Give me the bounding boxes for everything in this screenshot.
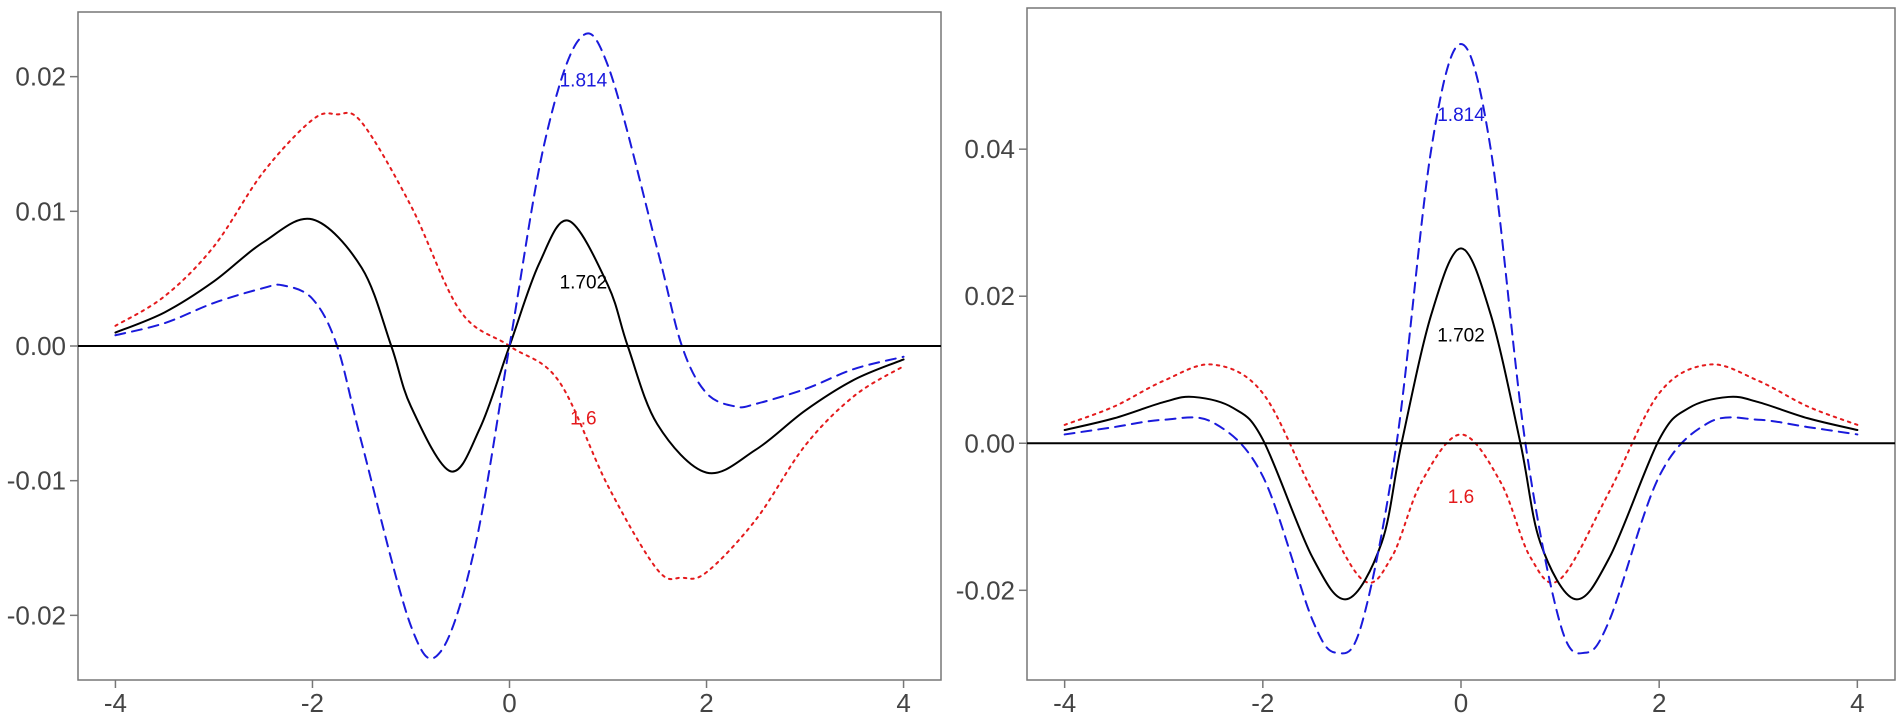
x-tick-label: 2 [699, 688, 713, 716]
x-tick-label: -2 [1251, 688, 1274, 716]
y-tick-label: 0.02 [15, 62, 66, 92]
curve-annotation: 1.702 [1437, 325, 1485, 346]
series-line-1-6 [1063, 363, 1859, 584]
y-tick-label: 0.02 [964, 281, 1015, 311]
curve-annotation: 1.814 [1437, 105, 1485, 126]
series-line-1-702 [1063, 247, 1859, 601]
x-tick-label: 4 [1850, 688, 1864, 716]
y-tick-label: -0.02 [7, 600, 66, 630]
x-tick-label: -4 [1053, 688, 1076, 716]
y-tick-label: -0.02 [956, 575, 1015, 605]
x-tick-label: -4 [104, 688, 127, 716]
x-tick-label: 2 [1652, 688, 1666, 716]
y-tick-label: 0.01 [15, 196, 66, 226]
x-tick-label: 0 [1454, 688, 1468, 716]
left-chart-panel: -4 -2 0 2 4 -0.02 -0.01 0.00 0.01 0.02 1.814 1.702 1… [7, 11, 942, 716]
y-tick-label: 0.04 [964, 134, 1015, 164]
x-tick-label: 0 [502, 688, 516, 716]
x-tick-label: 4 [896, 688, 910, 716]
curve-annotation: 1.6 [1448, 487, 1474, 508]
curve-annotation: 1.6 [570, 408, 596, 429]
y-tick-label: -0.01 [7, 466, 66, 496]
curve-annotation: 1.702 [560, 272, 608, 293]
y-tick-label: 0.00 [964, 428, 1015, 458]
y-tick-label: 0.00 [15, 331, 66, 361]
x-tick-label: -2 [301, 688, 324, 716]
right-chart-panel: -4 -2 0 2 4 -0.02 0.00 0.02 0.04 1.814 1.702 1.6 [956, 7, 1896, 716]
curve-annotation: 1.814 [560, 70, 608, 91]
series-line-1-814 [1063, 43, 1859, 655]
